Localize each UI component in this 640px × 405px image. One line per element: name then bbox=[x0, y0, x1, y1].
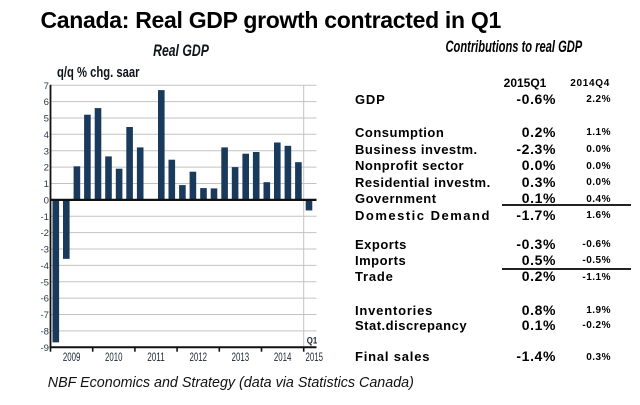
svg-text:1: 1 bbox=[44, 179, 49, 190]
svg-text:-4: -4 bbox=[40, 261, 49, 272]
svg-text:2010: 2010 bbox=[105, 350, 123, 364]
svg-text:7: 7 bbox=[44, 81, 49, 92]
svg-text:6: 6 bbox=[44, 97, 49, 108]
svg-text:5: 5 bbox=[44, 114, 49, 125]
svg-text:-6: -6 bbox=[40, 294, 49, 305]
svg-text:2011: 2011 bbox=[147, 350, 165, 364]
svg-text:0: 0 bbox=[44, 195, 49, 206]
svg-text:2013: 2013 bbox=[232, 350, 250, 364]
svg-text:2009: 2009 bbox=[63, 350, 81, 364]
svg-text:2014: 2014 bbox=[274, 350, 292, 364]
svg-text:2015: 2015 bbox=[306, 350, 324, 364]
svg-text:-9: -9 bbox=[40, 343, 49, 354]
svg-text:-8: -8 bbox=[40, 327, 49, 338]
svg-text:Q1: Q1 bbox=[307, 335, 318, 346]
svg-text:-1: -1 bbox=[40, 212, 49, 223]
svg-text:-7: -7 bbox=[40, 310, 49, 321]
svg-text:-5: -5 bbox=[40, 277, 49, 288]
svg-text:-3: -3 bbox=[40, 245, 49, 256]
svg-text:4: 4 bbox=[44, 130, 50, 141]
svg-text:2: 2 bbox=[44, 163, 49, 174]
svg-text:2012: 2012 bbox=[189, 350, 207, 364]
svg-text:-2: -2 bbox=[40, 228, 49, 239]
svg-text:3: 3 bbox=[44, 146, 49, 157]
